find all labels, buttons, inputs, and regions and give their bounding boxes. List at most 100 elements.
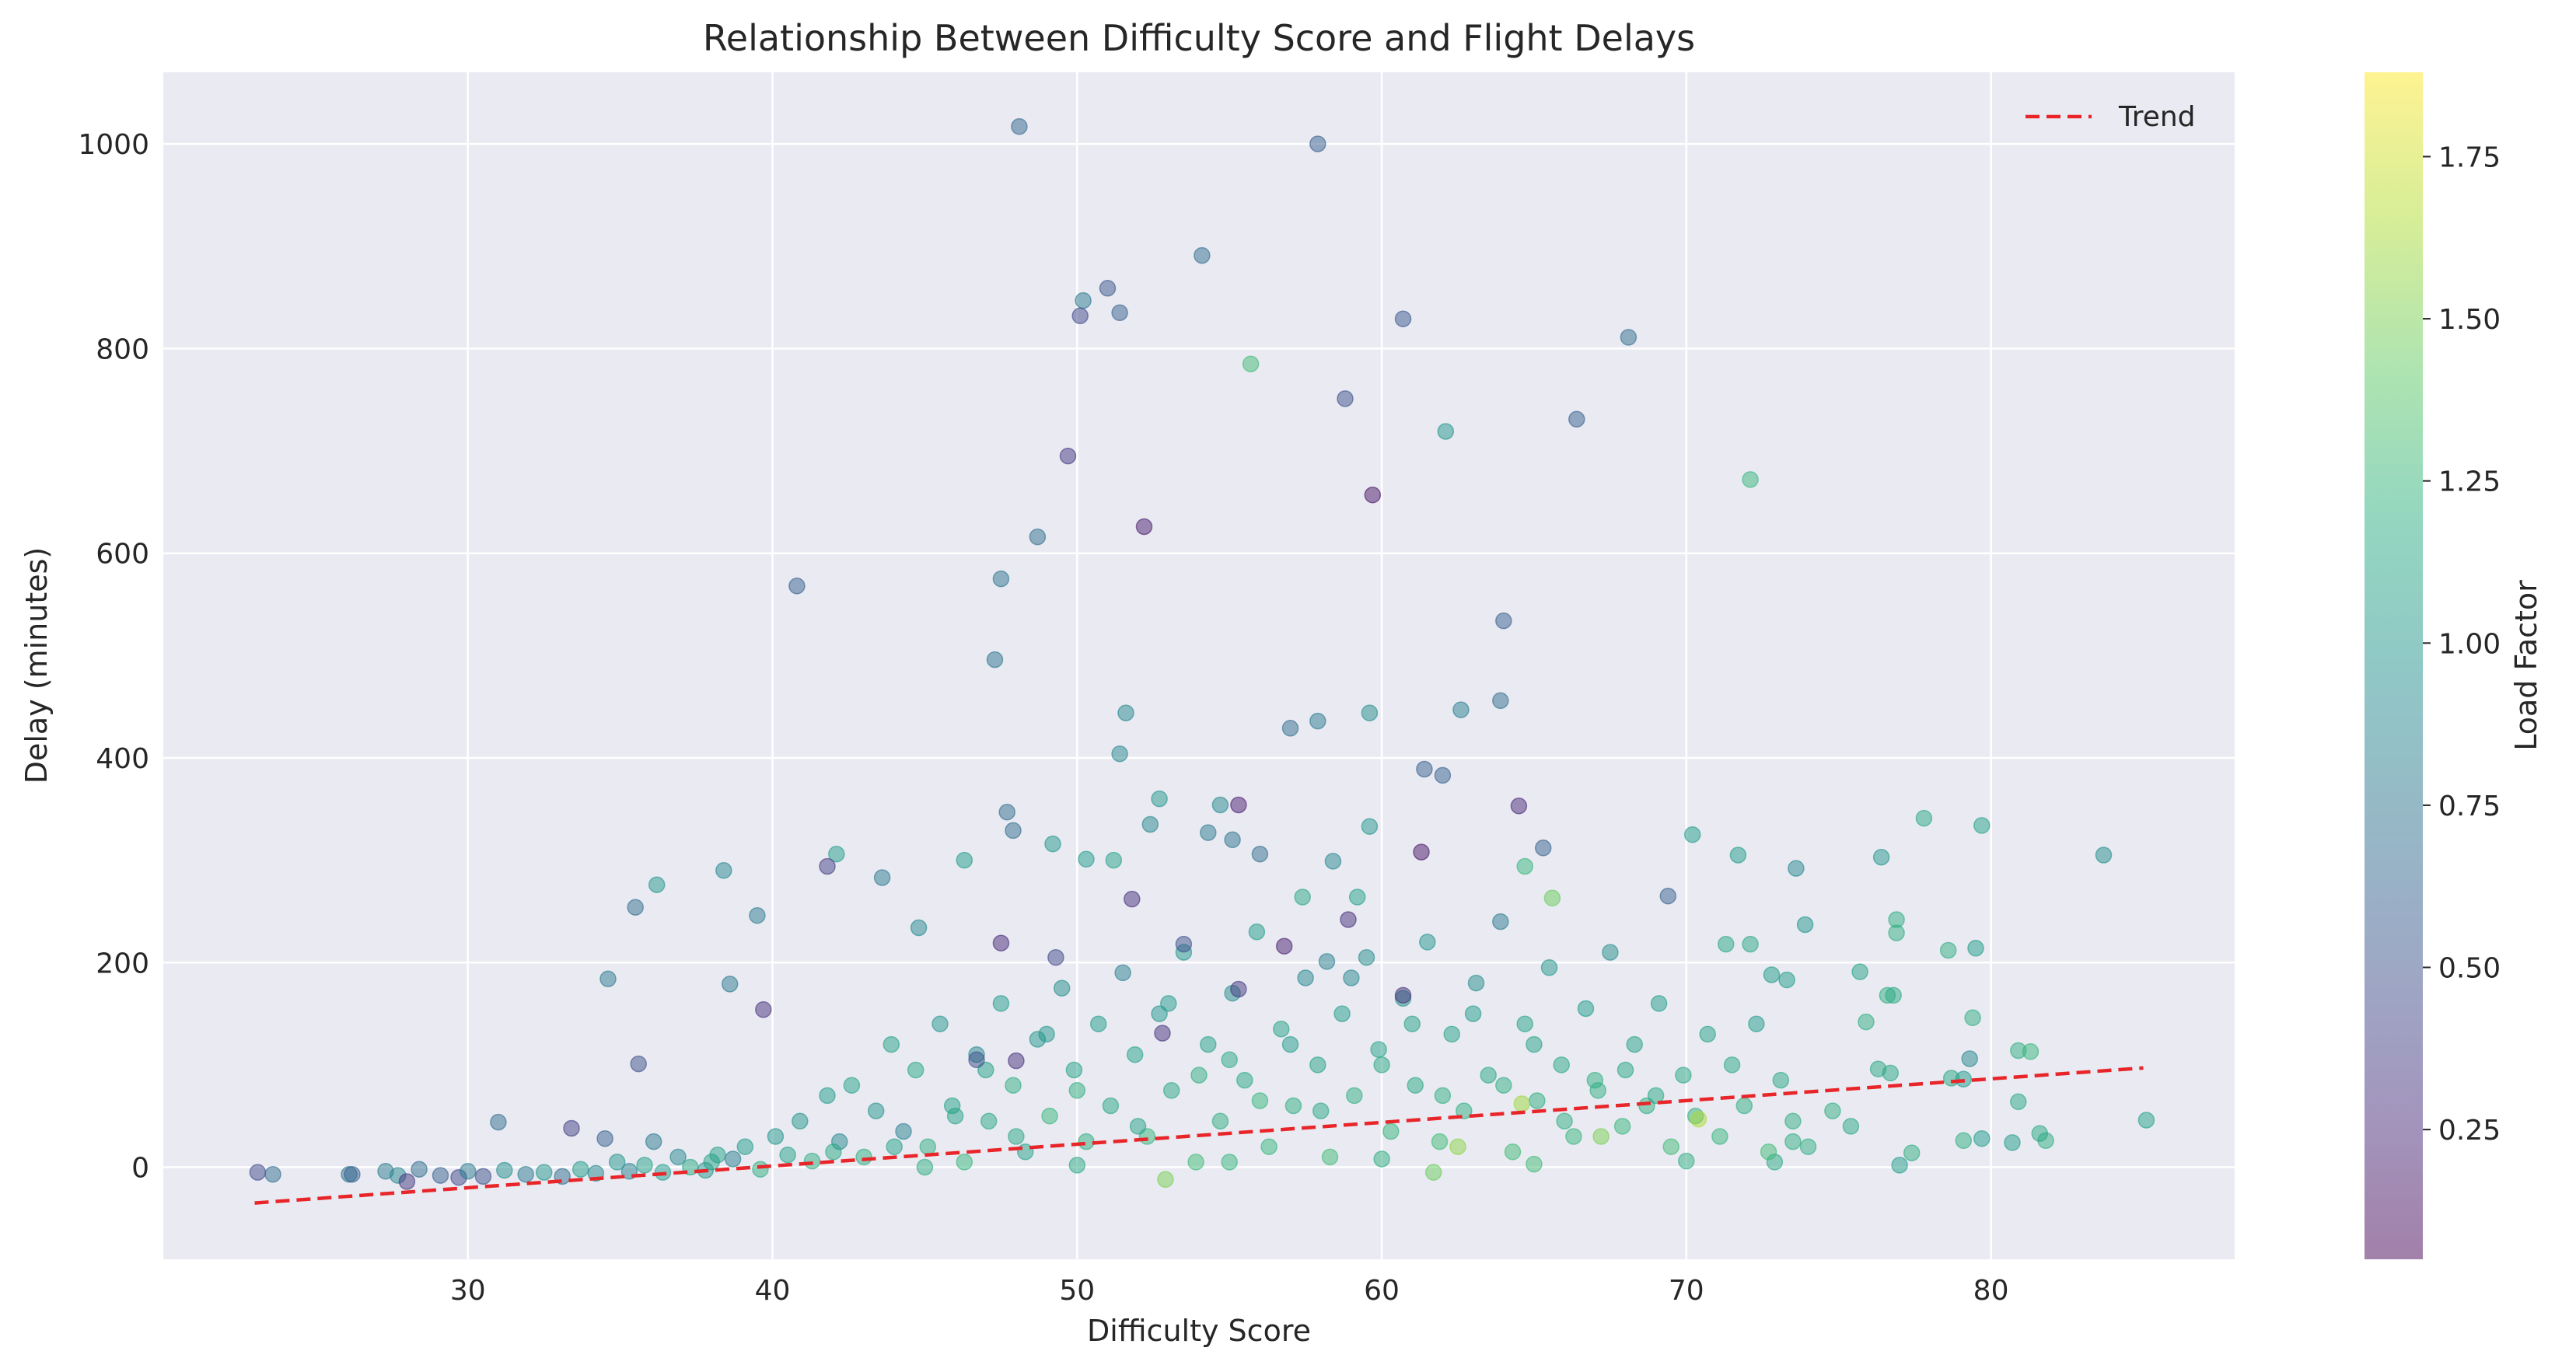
- scatter-point: [596, 1129, 613, 1147]
- scatter-point: [1526, 1035, 1543, 1053]
- scatter-point: [1008, 1052, 1025, 1070]
- scatter-point: [855, 1148, 872, 1166]
- scatter-point: [1602, 944, 1619, 961]
- scatter-point: [1659, 887, 1677, 905]
- scatter-point: [1891, 1157, 1908, 1174]
- scatter-point: [1373, 1056, 1390, 1074]
- scatter-point: [2004, 1134, 2021, 1151]
- scatter-point: [1504, 1143, 1522, 1161]
- scatter-point: [1449, 1138, 1466, 1155]
- scatter-point: [916, 1158, 934, 1176]
- scatter-point: [1333, 1005, 1351, 1022]
- scatter-point: [517, 1165, 534, 1183]
- colorbar: [2365, 72, 2423, 1259]
- scatter-point: [1044, 835, 1061, 853]
- scatter-point: [867, 1102, 885, 1119]
- scatter-point: [1346, 1087, 1363, 1105]
- scatter-point: [819, 1087, 836, 1105]
- scatter-point: [1662, 1138, 1679, 1155]
- scatter-point: [980, 1112, 998, 1130]
- scatter-point: [1516, 857, 1533, 875]
- scatter-point: [1005, 1077, 1022, 1094]
- scatter-point: [1617, 1061, 1634, 1079]
- scatter-point: [1842, 1118, 1860, 1135]
- scatter-point: [968, 1051, 985, 1069]
- scatter-point: [1961, 1050, 1978, 1067]
- scatter-point: [1568, 410, 1585, 428]
- scatter-point: [1162, 1082, 1180, 1099]
- scatter-point: [1675, 1067, 1692, 1084]
- scatter-point: [1102, 1097, 1120, 1115]
- scatter-point: [1437, 423, 1455, 440]
- y-tick-label: 0: [131, 1153, 149, 1185]
- scatter-point: [1324, 853, 1342, 870]
- scatter-point: [1626, 1035, 1643, 1053]
- scatter-point: [1260, 1138, 1278, 1155]
- scatter-point: [825, 1143, 842, 1161]
- scatter-point: [1047, 948, 1064, 966]
- scatter-point: [1416, 760, 1433, 778]
- scatter-point: [755, 1001, 772, 1018]
- scatter-point: [828, 845, 845, 863]
- scatter-point: [992, 570, 1010, 588]
- scatter-point: [843, 1077, 861, 1094]
- scatter-point: [1735, 1097, 1753, 1115]
- scatter-point: [1340, 911, 1357, 928]
- scatter-point: [1358, 948, 1375, 966]
- scatter-points: [249, 118, 2155, 1190]
- scatter-point: [1723, 1056, 1741, 1074]
- scatter-point: [1403, 1015, 1421, 1032]
- scatter-point: [1008, 1128, 1025, 1145]
- scatter-point: [1111, 304, 1128, 322]
- scatter-point: [715, 862, 732, 879]
- colorbar-tick-label: 1.75: [2438, 141, 2501, 173]
- scatter-point: [1592, 1128, 1610, 1145]
- scatter-point: [1851, 963, 1868, 980]
- scatter-point: [1275, 937, 1293, 955]
- scatter-point: [1248, 923, 1266, 941]
- scatter-point: [1650, 995, 1668, 1012]
- scatter-point: [1294, 888, 1311, 906]
- scatter-point: [1242, 355, 1260, 372]
- scatter-point: [986, 651, 1004, 669]
- x-tick-label: 80: [1973, 1275, 2009, 1307]
- scatter-point: [1885, 986, 1902, 1004]
- scatter-point: [1117, 704, 1134, 721]
- scatter-point: [1434, 1087, 1452, 1105]
- scatter-point: [636, 1157, 653, 1174]
- scatter-point: [669, 1148, 687, 1166]
- scatter-point: [703, 1154, 720, 1171]
- scatter-point: [1394, 310, 1412, 327]
- scatter-point: [1784, 1112, 1802, 1130]
- scatter-point: [1157, 1171, 1174, 1189]
- scatter-point: [1105, 851, 1123, 869]
- scatter-point: [1647, 1087, 1665, 1105]
- scatter-point: [460, 1163, 477, 1180]
- x-tick-label: 60: [1364, 1275, 1400, 1307]
- scatter-point: [2095, 847, 2113, 864]
- scatter-point: [819, 857, 836, 875]
- scatter-point: [1099, 280, 1117, 297]
- scatter-point: [1364, 486, 1382, 504]
- scatter-point: [1419, 934, 1436, 951]
- y-axis-ticks: 0 200 400 600 800 1000: [78, 129, 149, 1184]
- scatter-point: [249, 1164, 267, 1181]
- scatter-point: [1005, 822, 1022, 840]
- scatter-point: [1273, 1021, 1290, 1038]
- scatter-point: [1452, 701, 1470, 718]
- scatter-point: [1824, 1102, 1841, 1119]
- scatter-point: [2137, 1112, 2155, 1129]
- colorbar-tick-label: 1.50: [2438, 304, 2501, 336]
- y-tick-label: 200: [96, 948, 149, 979]
- scatter-point: [1690, 1110, 1707, 1128]
- scatter-point: [1729, 847, 1747, 864]
- scatter-point: [535, 1164, 553, 1181]
- scatter-point: [1309, 712, 1326, 730]
- scatter-point: [1312, 1102, 1330, 1119]
- scatter-point: [1424, 1164, 1442, 1181]
- scatter-point: [1903, 1144, 1921, 1161]
- scatter-point: [1053, 979, 1071, 997]
- scatter-point: [1370, 1041, 1387, 1058]
- chart-title: Relationship Between Difficulty Score an…: [703, 17, 1695, 59]
- scatter-point: [1778, 971, 1795, 989]
